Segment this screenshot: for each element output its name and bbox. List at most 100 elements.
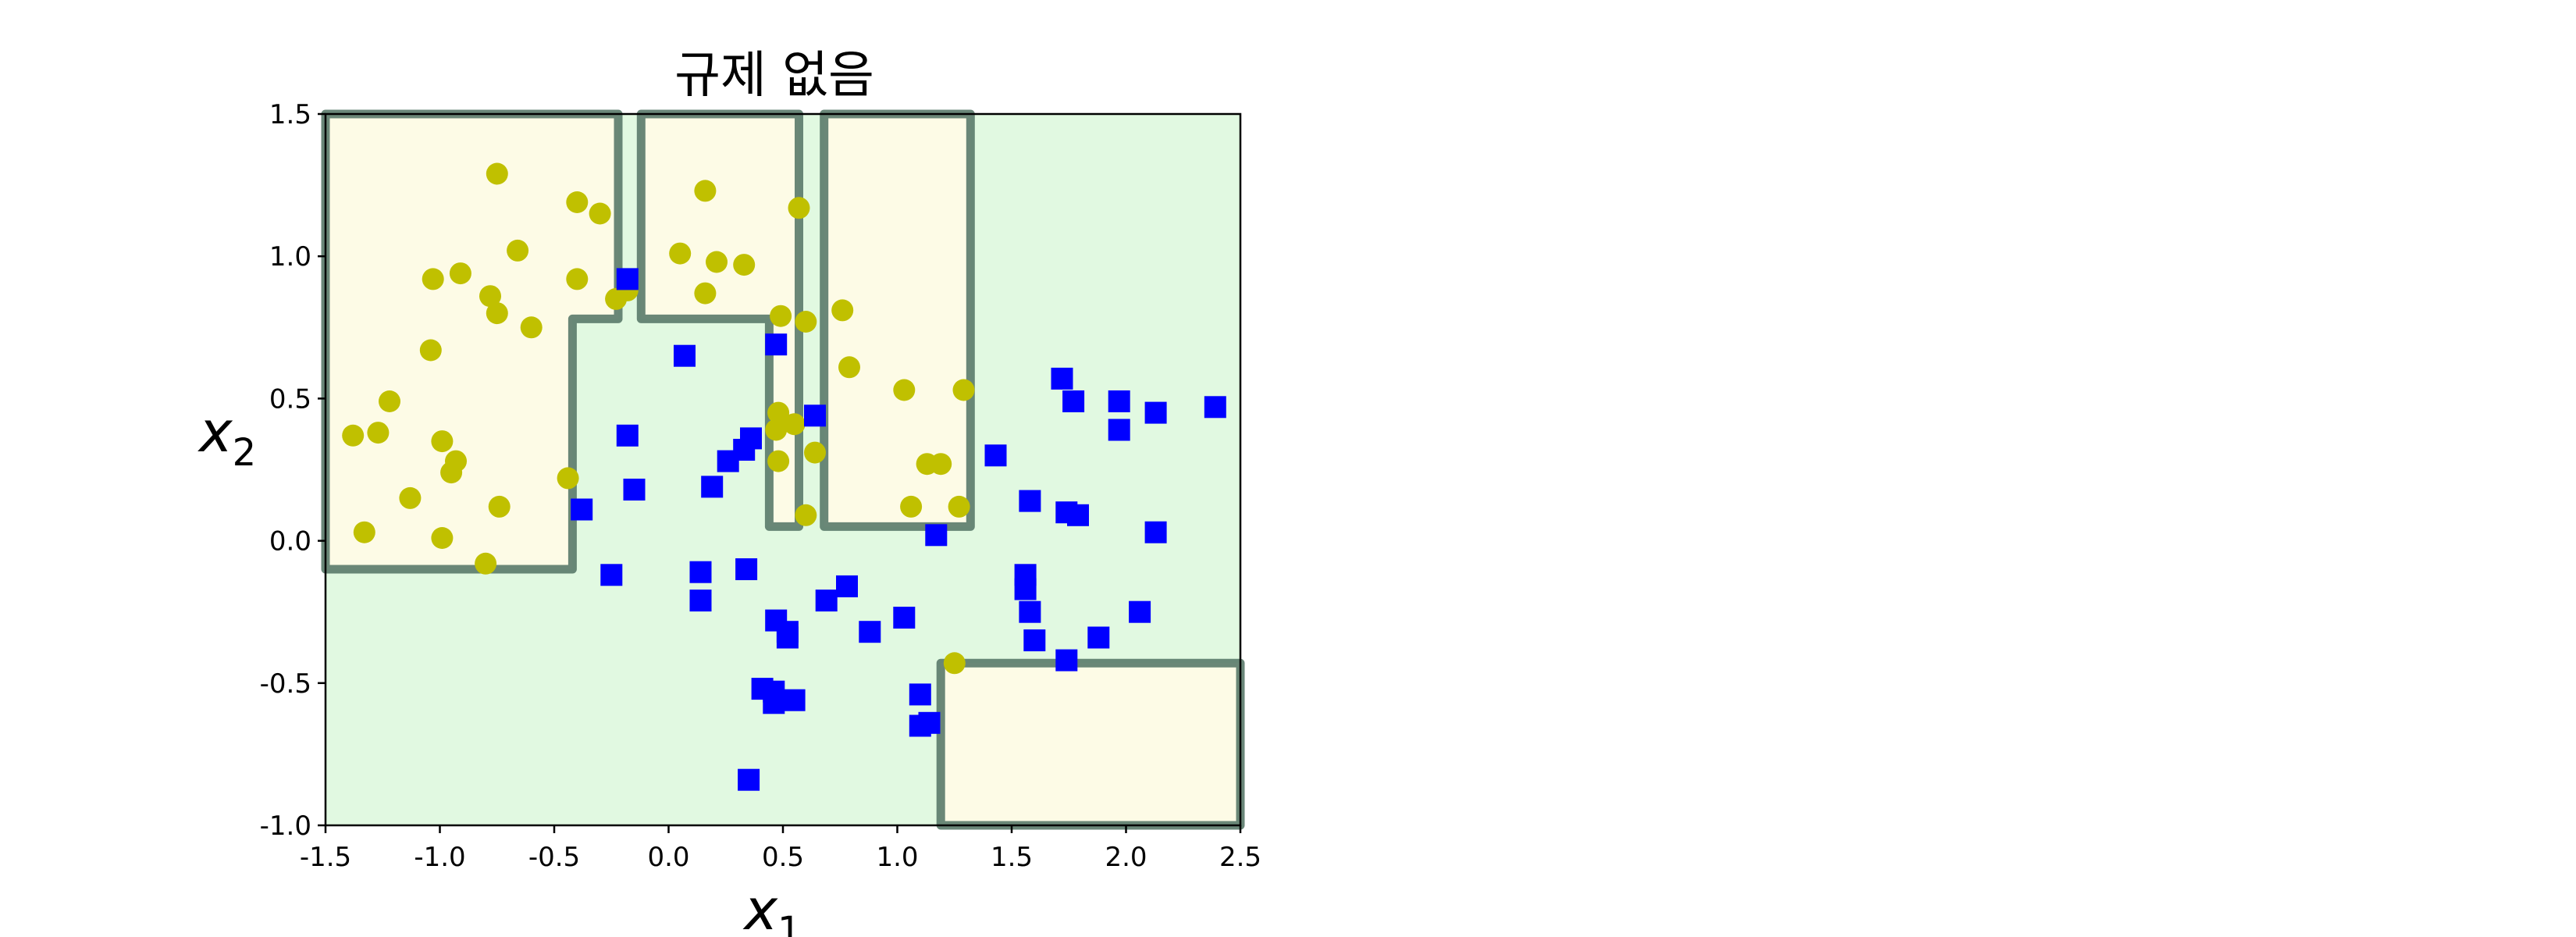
point-class1-48 [918, 711, 941, 734]
point-class0-20 [831, 299, 854, 322]
point-class0-34 [767, 450, 790, 472]
point-class1-49 [738, 768, 760, 791]
point-class0-41 [488, 495, 511, 518]
point-class1-41 [1055, 649, 1078, 672]
y-axis: -1.0 -0.5 0.0 0.5 1.0 1.5 [260, 99, 326, 842]
point-class0-5 [788, 197, 810, 219]
point-class0-26 [952, 379, 975, 401]
point-class1-11 [616, 424, 639, 447]
plot-area [321, 109, 1245, 830]
point-class1-29 [1014, 578, 1037, 600]
point-class0-36 [440, 461, 463, 484]
x-tick-label: 2.5 [1219, 842, 1261, 873]
x-tick-label: 0.5 [762, 842, 804, 873]
point-class1-18 [1019, 490, 1041, 512]
point-class0-43 [948, 495, 970, 518]
point-class0-1 [486, 162, 508, 185]
point-class1-28 [836, 575, 858, 597]
point-class1-19 [571, 498, 593, 521]
point-class1-9 [804, 404, 826, 427]
point-class0-21 [520, 316, 543, 339]
point-class1-21 [1067, 504, 1089, 526]
point-class1-45 [783, 689, 806, 711]
point-class0-33 [804, 441, 826, 464]
decision-region-class0-1 [326, 114, 618, 569]
y-tick-label: -0.5 [260, 668, 311, 700]
point-class1-10 [1108, 419, 1130, 441]
point-class1-43 [909, 683, 931, 706]
x-tick-label: 0.0 [647, 842, 689, 873]
point-class0-13 [479, 285, 501, 308]
point-class0-16 [605, 287, 628, 310]
x-tick-label: -0.5 [528, 842, 580, 873]
point-class1-1 [616, 268, 639, 290]
point-class0-14 [694, 282, 717, 305]
x-axis: -1.5 -1.0 -0.5 0.0 0.5 1.0 1.5 2.0 2.5 [300, 825, 1261, 873]
point-class1-32 [1019, 600, 1041, 623]
point-class1-40 [1087, 626, 1110, 649]
decision-region-class0-3 [824, 114, 971, 527]
point-class0-17 [486, 302, 508, 325]
point-class0-12 [566, 268, 589, 290]
point-class1-3 [674, 344, 696, 367]
y-tick-label: 0.0 [269, 526, 311, 558]
x-tick-label: -1.0 [414, 842, 465, 873]
point-class0-6 [507, 239, 529, 262]
x-tick-label: 1.5 [991, 842, 1033, 873]
point-class0-28 [783, 413, 806, 436]
y-axis-label: x2 [197, 399, 256, 475]
point-class1-33 [1129, 600, 1151, 623]
point-class0-23 [838, 356, 860, 379]
point-class1-24 [600, 564, 623, 586]
point-class1-14 [717, 450, 739, 472]
point-class0-4 [589, 202, 611, 225]
point-class0-42 [900, 495, 923, 518]
x-tick-label: 2.0 [1105, 842, 1147, 873]
point-class1-46 [763, 692, 785, 714]
point-class0-32 [431, 430, 454, 453]
point-class0-25 [893, 379, 916, 401]
x-tick-label: -1.5 [300, 842, 351, 873]
point-class1-5 [1062, 390, 1085, 412]
y-tick-label: 1.0 [269, 241, 311, 273]
point-class1-31 [815, 590, 838, 612]
y-tick-label: -1.0 [260, 811, 311, 842]
point-class0-24 [379, 390, 400, 412]
point-class0-46 [431, 527, 454, 549]
y-tick-label: 0.5 [269, 383, 311, 415]
point-class1-15 [984, 444, 1007, 467]
decision-region-class0-4 [941, 663, 1240, 825]
point-class1-2 [765, 333, 788, 356]
point-class1-26 [735, 558, 758, 580]
point-class0-11 [422, 268, 444, 290]
point-class0-8 [706, 251, 728, 273]
point-class1-37 [859, 621, 881, 643]
chart-title: 규제 없음 [674, 47, 874, 105]
point-class1-30 [689, 590, 712, 612]
point-class0-40 [399, 486, 422, 509]
point-class0-19 [795, 311, 817, 333]
y-tick-label: 1.5 [269, 99, 311, 130]
decision-region-class0-2 [641, 114, 799, 527]
point-class0-18 [770, 305, 792, 327]
point-class0-29 [765, 419, 788, 441]
point-class1-23 [925, 524, 948, 547]
point-class0-22 [419, 339, 442, 362]
point-class0-10 [449, 262, 471, 285]
point-class1-17 [623, 479, 646, 501]
point-class0-39 [557, 467, 579, 490]
point-class1-25 [689, 561, 712, 583]
point-class1-22 [1144, 521, 1167, 543]
point-class1-8 [1144, 401, 1167, 424]
point-class0-2 [694, 180, 717, 202]
point-class0-45 [353, 521, 375, 543]
point-class0-30 [342, 424, 365, 447]
point-class0-38 [930, 453, 952, 476]
point-class1-4 [1051, 367, 1073, 390]
point-class0-47 [475, 552, 497, 575]
point-class1-39 [1023, 629, 1046, 652]
point-class0-9 [733, 254, 756, 276]
point-class1-38 [776, 626, 799, 649]
point-class0-44 [795, 504, 817, 526]
